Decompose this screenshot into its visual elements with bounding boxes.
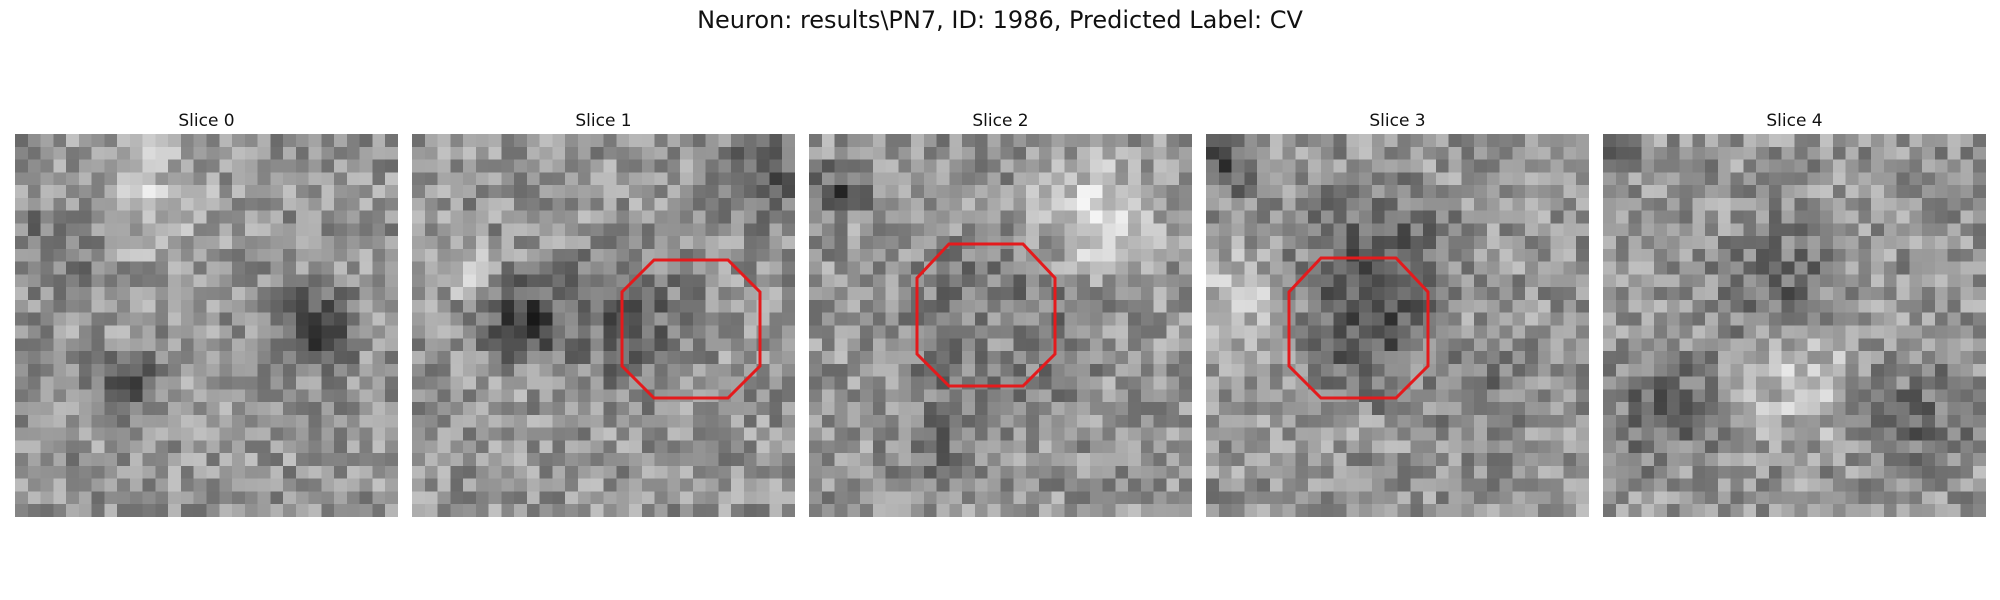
grayscale-pixels bbox=[15, 134, 398, 517]
slice-panel-4: Slice 4 bbox=[1603, 110, 1986, 517]
slice-title: Slice 4 bbox=[1766, 111, 1823, 131]
figure-title: Neuron: results\PN7, ID: 1986, Predicted… bbox=[697, 6, 1303, 34]
grayscale-pixels bbox=[809, 134, 1192, 517]
slice-title: Slice 0 bbox=[178, 111, 235, 131]
microscopy-image bbox=[15, 134, 398, 517]
microscopy-image bbox=[412, 134, 795, 517]
microscopy-image bbox=[809, 134, 1192, 517]
roi-octagon bbox=[915, 242, 1057, 388]
roi-octagon-overlay bbox=[915, 242, 1057, 388]
slice-panel-1: Slice 1 bbox=[412, 110, 795, 517]
slice-panel-2: Slice 2 bbox=[809, 110, 1192, 517]
slice-title: Slice 1 bbox=[575, 111, 632, 131]
slice-title: Slice 2 bbox=[972, 111, 1029, 131]
slice-title: Slice 3 bbox=[1369, 111, 1426, 131]
roi-octagon-overlay bbox=[620, 258, 762, 400]
grayscale-pixels bbox=[1206, 134, 1589, 517]
microscopy-image bbox=[1603, 134, 1986, 517]
grayscale-pixels bbox=[1603, 134, 1986, 517]
slice-panel-3: Slice 3 bbox=[1206, 110, 1589, 517]
slice-panel-0: Slice 0 bbox=[15, 110, 398, 517]
roi-octagon-overlay bbox=[1287, 256, 1430, 400]
grayscale-pixels bbox=[412, 134, 795, 517]
microscopy-image bbox=[1206, 134, 1589, 517]
roi-octagon bbox=[1287, 256, 1430, 400]
roi-octagon bbox=[620, 258, 762, 400]
